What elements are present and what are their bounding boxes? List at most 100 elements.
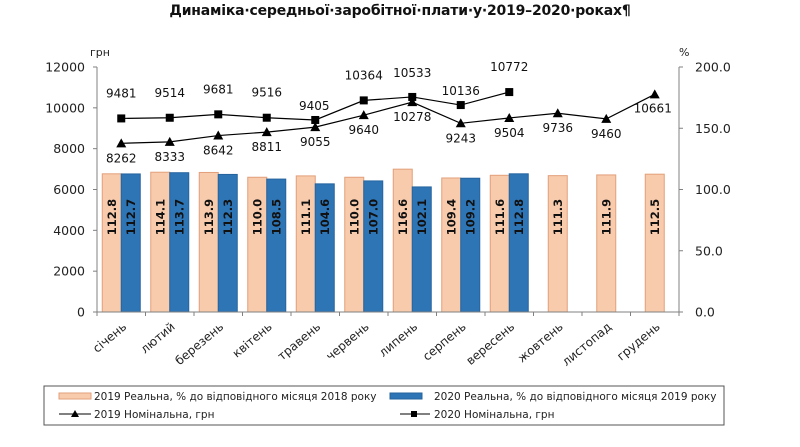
marker-2019-nominal-11 bbox=[649, 89, 660, 99]
label-2020-nominal-7: 10136 bbox=[442, 84, 480, 98]
bar-label-2020-1: 113.7 bbox=[172, 199, 186, 235]
marker-2020-nominal-1 bbox=[165, 113, 174, 122]
label-2019-nominal-2: 8642 bbox=[203, 144, 234, 158]
marker-2019-nominal-5 bbox=[358, 110, 369, 120]
month-label-8: вересень bbox=[463, 320, 517, 368]
right-tick-label-1: 50.0 bbox=[695, 243, 723, 258]
marker-2020-nominal-2 bbox=[214, 110, 223, 119]
bar-2019-1 bbox=[150, 171, 171, 313]
left-tick-label-5: 10000 bbox=[45, 100, 85, 115]
label-2019-nominal-1: 8333 bbox=[154, 150, 185, 164]
bar-label-2020-2: 112.3 bbox=[221, 199, 235, 235]
right-tick-label-3: 150.0 bbox=[695, 121, 731, 136]
bar-2019-3 bbox=[247, 176, 268, 313]
marker-2020-nominal-5 bbox=[359, 96, 368, 105]
bar-2019-8 bbox=[489, 174, 510, 313]
bar-label-2020-4: 104.6 bbox=[318, 199, 332, 235]
month-label-2: березень bbox=[172, 320, 226, 368]
bar-2019-0 bbox=[101, 173, 122, 313]
bar-2020-8 bbox=[508, 173, 529, 313]
marker-2019-nominal-9 bbox=[552, 108, 563, 118]
bar-label-2019-0: 112.8 bbox=[105, 199, 119, 235]
line-2019-nominal bbox=[121, 93, 656, 144]
label-2019-nominal-11: 10661 bbox=[634, 101, 672, 115]
label-2020-nominal-5: 10364 bbox=[345, 68, 383, 82]
bar-label-2020-5: 107.0 bbox=[366, 199, 380, 235]
left-tick-label-6: 12000 bbox=[45, 60, 85, 75]
marker-2019-nominal-6 bbox=[407, 97, 418, 107]
month-label-3: квітень bbox=[230, 320, 275, 361]
marker-2019-nominal-4 bbox=[310, 122, 321, 132]
label-2020-nominal-8: 10772 bbox=[490, 60, 528, 74]
bar-2019-6 bbox=[392, 168, 413, 313]
label-2020-nominal-0: 9481 bbox=[106, 86, 137, 100]
month-label-10: листопад bbox=[559, 320, 614, 369]
right-tick-label-2: 100.0 bbox=[695, 182, 731, 197]
chart-title: Динаміка·середньої·заробітної·плати·у·20… bbox=[169, 3, 631, 19]
legend-swatch-2020-real bbox=[389, 392, 423, 400]
label-2019-nominal-10: 9460 bbox=[591, 127, 622, 141]
bar-2019-9 bbox=[547, 175, 568, 313]
legend-marker-2020-nominal bbox=[411, 411, 417, 417]
label-2019-nominal-9: 9736 bbox=[542, 121, 573, 135]
bar-2020-7 bbox=[460, 177, 481, 313]
legend-label-2019-nominal: 2019 Номінальна, грн bbox=[94, 409, 214, 421]
left-tick-label-1: 2000 bbox=[53, 264, 85, 279]
month-label-7: серпень bbox=[420, 320, 469, 364]
label-2019-nominal-4: 9055 bbox=[300, 135, 331, 149]
label-2020-nominal-6: 10533 bbox=[393, 66, 431, 80]
bar-label-2019-3: 110.0 bbox=[250, 199, 264, 235]
marker-2020-nominal-7 bbox=[456, 101, 465, 110]
label-2019-nominal-5: 9640 bbox=[348, 123, 379, 137]
month-label-9: жовтень bbox=[515, 320, 566, 366]
month-label-5: червень bbox=[323, 320, 371, 364]
bar-label-2020-0: 112.7 bbox=[124, 199, 138, 235]
marker-2019-nominal-0 bbox=[116, 138, 127, 148]
bar-label-2019-1: 114.1 bbox=[153, 199, 167, 235]
marker-2019-nominal-3 bbox=[261, 127, 272, 137]
left-tick-label-2: 4000 bbox=[53, 223, 85, 238]
marker-2020-nominal-3 bbox=[262, 113, 271, 122]
left-axis-unit: грн bbox=[90, 46, 110, 59]
month-label-6: липень bbox=[376, 320, 420, 360]
legend-swatch-2019-real bbox=[58, 392, 92, 400]
left-tick-label-4: 8000 bbox=[53, 141, 85, 156]
bar-label-2020-7: 109.2 bbox=[463, 199, 477, 235]
month-label-11: грудень bbox=[614, 320, 663, 364]
label-2020-nominal-2: 9681 bbox=[203, 82, 234, 96]
marker-2020-nominal-6 bbox=[408, 92, 417, 101]
bar-label-2019-2: 113.9 bbox=[202, 199, 216, 235]
bar-2020-2 bbox=[217, 173, 238, 313]
label-2019-nominal-7: 9243 bbox=[445, 131, 476, 145]
label-2019-nominal-3: 8811 bbox=[251, 140, 282, 154]
legend-label-2020-real: 2020 Реальна, % до відповідного місяця 2… bbox=[434, 391, 717, 403]
right-axis-unit: % bbox=[679, 46, 689, 59]
marker-2019-nominal-7 bbox=[455, 118, 466, 128]
marker-2019-nominal-2 bbox=[213, 130, 224, 140]
bar-2019-2 bbox=[198, 171, 219, 313]
legend-label-2020-nominal: 2020 Номінальна, грн bbox=[434, 409, 554, 421]
bar-label-2019-9: 111.3 bbox=[551, 199, 565, 235]
right-tick-label-4: 200.0 bbox=[695, 60, 731, 75]
bar-label-2020-3: 108.5 bbox=[269, 199, 283, 235]
marker-2020-nominal-0 bbox=[117, 114, 126, 123]
left-tick-label-3: 6000 bbox=[53, 182, 85, 197]
month-label-4: травень bbox=[275, 320, 323, 364]
legend-marker-2019-nominal bbox=[71, 410, 79, 417]
bar-label-2019-7: 109.4 bbox=[444, 199, 458, 235]
bar-2020-1 bbox=[169, 172, 190, 313]
month-label-0: січень bbox=[90, 320, 129, 356]
legend-box bbox=[43, 385, 725, 426]
marker-2020-nominal-4 bbox=[311, 115, 320, 124]
bar-2019-4 bbox=[295, 175, 316, 313]
label-2019-nominal-6: 10278 bbox=[393, 110, 431, 124]
label-2019-nominal-0: 8262 bbox=[106, 151, 137, 165]
bar-2020-0 bbox=[120, 173, 141, 313]
bar-2019-11 bbox=[644, 173, 665, 313]
left-tick-label-0: 0 bbox=[77, 305, 85, 320]
month-label-1: лютий bbox=[138, 320, 178, 357]
bar-label-2019-8: 111.6 bbox=[493, 199, 507, 235]
right-tick-label-0: 0.0 bbox=[695, 305, 715, 320]
bar-label-2019-4: 111.1 bbox=[299, 199, 313, 235]
